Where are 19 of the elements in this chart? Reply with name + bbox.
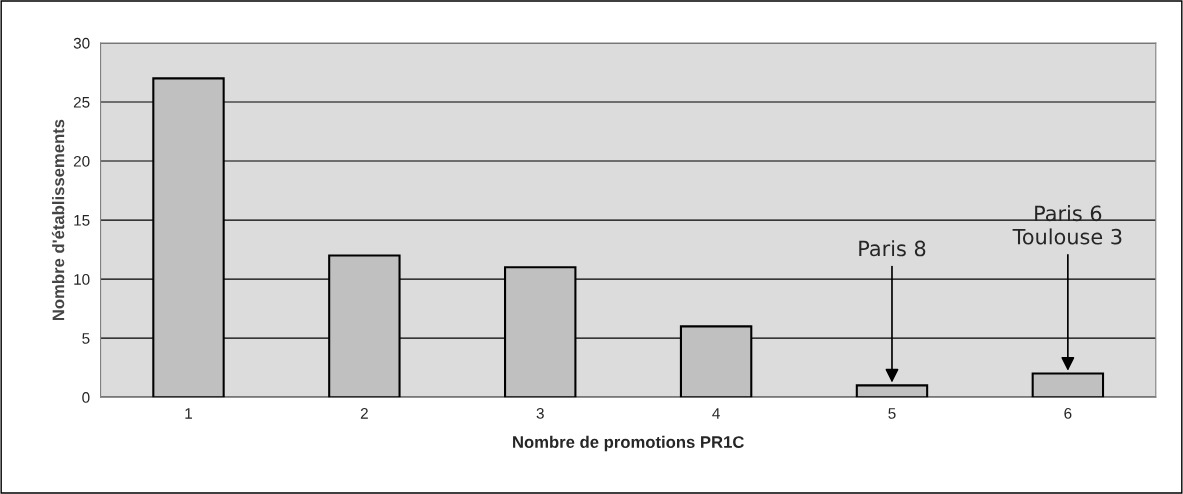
bar [855, 384, 929, 398]
x-tick-label: 2 [360, 408, 368, 419]
y-tick-label: 5 [82, 333, 90, 344]
y-axis-title: Nombre d'établissements [51, 119, 65, 321]
x-tick-label: 4 [712, 408, 720, 419]
annotation: Paris 8 [859, 240, 926, 257]
y-tick-label: 15 [74, 215, 90, 226]
x-tick-label: 5 [888, 408, 896, 419]
y-tick-label: 25 [73, 96, 90, 108]
y-tick-label: 0 [82, 392, 90, 403]
x-tick-label: 1 [185, 408, 192, 419]
y-tick-label: 10 [74, 273, 90, 285]
y-tick-label: 20 [73, 155, 90, 167]
x-tick-label: 6 [1064, 408, 1072, 419]
x-axis-title: Nombre de promotions PR1C [513, 435, 744, 452]
bar [1031, 372, 1105, 398]
y-tick-label: 30 [73, 37, 90, 49]
x-tick-label: 3 [536, 408, 544, 419]
annotation: Paris 6 Toulouse 3 [1012, 205, 1122, 245]
